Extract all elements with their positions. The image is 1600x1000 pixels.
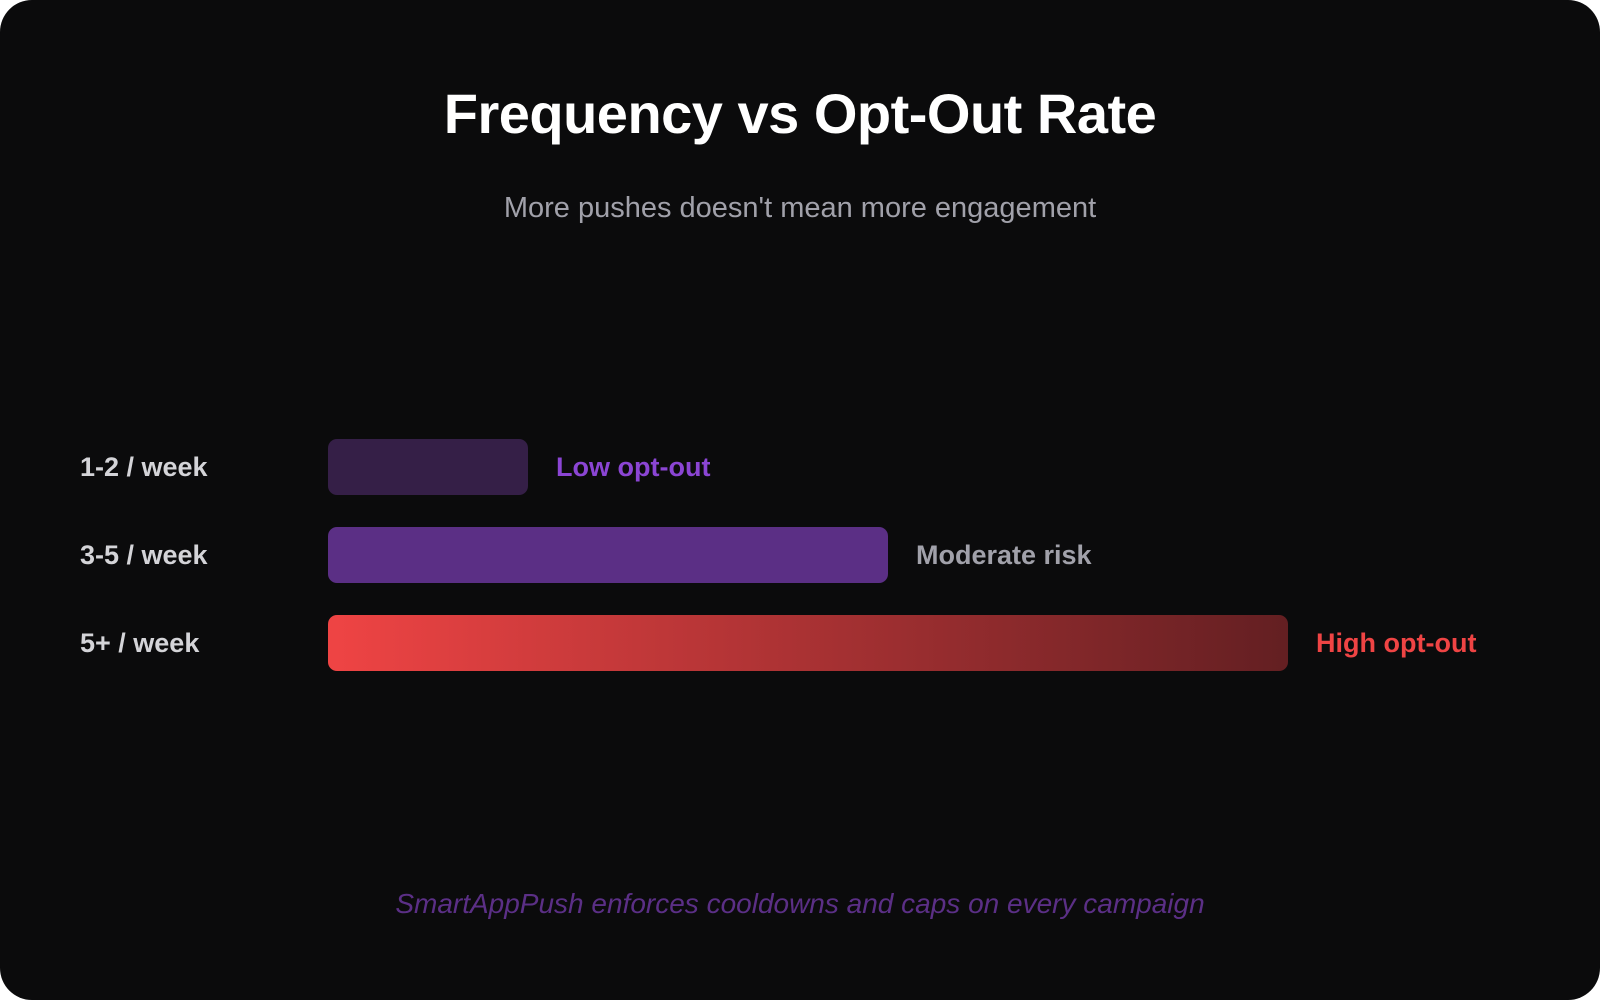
- chart-subtitle: More pushes doesn't mean more engagement: [503, 192, 1097, 224]
- bar-annotation: High opt-out: [1316, 628, 1477, 658]
- row-label: 5+ / week: [80, 628, 200, 658]
- bar-low: [328, 439, 528, 495]
- bar-high: [328, 615, 1288, 671]
- bar-moderate: [328, 527, 888, 583]
- row-label: 1-2 / week: [80, 452, 208, 482]
- row-label: 3-5 / week: [80, 540, 208, 570]
- bar-annotation: Low opt-out: [556, 452, 711, 482]
- bar-row-1-2-week: 1-2 / week Low opt-out: [0, 439, 1600, 495]
- footer-note: SmartAppPush enforces cooldowns and caps…: [395, 888, 1205, 919]
- bar-row-3-5-week: 3-5 / week Moderate risk: [0, 527, 1600, 583]
- chart-title: Frequency vs Opt-Out Rate: [443, 82, 1157, 145]
- bar-annotation: Moderate risk: [916, 540, 1092, 570]
- bar-row-5plus-week: 5+ / week High opt-out: [0, 615, 1600, 671]
